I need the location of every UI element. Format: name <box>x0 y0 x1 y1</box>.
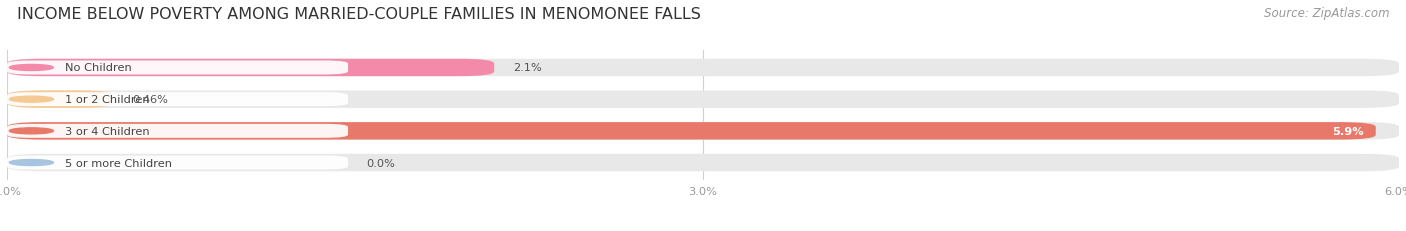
FancyBboxPatch shape <box>7 91 1399 108</box>
Text: Source: ZipAtlas.com: Source: ZipAtlas.com <box>1264 7 1389 20</box>
Text: 1 or 2 Children: 1 or 2 Children <box>65 95 149 105</box>
FancyBboxPatch shape <box>7 123 1399 140</box>
Text: 5 or more Children: 5 or more Children <box>65 158 172 168</box>
Circle shape <box>10 128 53 134</box>
Text: 0.46%: 0.46% <box>132 95 169 105</box>
FancyBboxPatch shape <box>7 93 349 107</box>
FancyBboxPatch shape <box>7 156 349 170</box>
Circle shape <box>10 160 53 166</box>
FancyBboxPatch shape <box>7 154 1399 171</box>
Text: No Children: No Children <box>65 63 132 73</box>
FancyBboxPatch shape <box>7 61 349 75</box>
Text: INCOME BELOW POVERTY AMONG MARRIED-COUPLE FAMILIES IN MENOMONEE FALLS: INCOME BELOW POVERTY AMONG MARRIED-COUPL… <box>17 7 700 22</box>
FancyBboxPatch shape <box>7 123 1376 140</box>
FancyBboxPatch shape <box>7 60 1399 77</box>
Text: 3 or 4 Children: 3 or 4 Children <box>65 126 149 136</box>
FancyBboxPatch shape <box>7 124 349 138</box>
Text: 0.0%: 0.0% <box>367 158 395 168</box>
FancyBboxPatch shape <box>7 60 495 77</box>
Circle shape <box>10 65 53 71</box>
FancyBboxPatch shape <box>7 91 114 108</box>
Text: 5.9%: 5.9% <box>1333 126 1364 136</box>
Text: 2.1%: 2.1% <box>513 63 541 73</box>
Circle shape <box>10 97 53 103</box>
